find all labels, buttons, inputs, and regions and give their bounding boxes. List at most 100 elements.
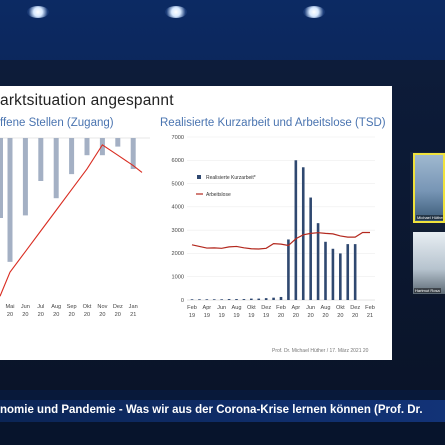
bar <box>324 241 327 300</box>
x-tick-label: Dez <box>350 305 360 311</box>
x-tick-label: 20 <box>68 312 74 318</box>
x-tick-label: 20 <box>84 312 90 318</box>
x-tick-label: Apr <box>202 305 211 311</box>
x-tick-label: 20 <box>22 312 28 318</box>
bar <box>235 299 238 300</box>
y-tick-label: 3000 <box>172 228 184 234</box>
x-tick-label: 20 <box>278 313 284 319</box>
x-tick-label: Nov <box>97 304 107 310</box>
x-tick-label: Dez <box>113 304 123 310</box>
x-tick-label: 20 <box>99 312 105 318</box>
x-tick-label: Okt <box>247 305 256 311</box>
x-tick-label: 20 <box>337 313 343 319</box>
y-tick-label: 0 <box>181 298 184 304</box>
bar <box>69 138 75 175</box>
legend-swatch <box>197 175 201 179</box>
legend-label: Arbeitslose <box>206 192 231 198</box>
x-tick-label: 20 <box>322 313 328 319</box>
bar <box>294 160 298 300</box>
right-chart: 70006000500040003000200010000Feb19Apr19J… <box>172 135 375 319</box>
bar <box>353 244 357 300</box>
bar <box>130 138 136 169</box>
x-tick-label: 21 <box>367 313 373 319</box>
x-tick-label: 20 <box>308 313 314 319</box>
bar <box>7 138 13 262</box>
x-tick-label: Mai <box>5 304 14 310</box>
x-tick-label: Sep <box>67 304 77 310</box>
y-tick-label: 2000 <box>172 251 184 257</box>
bar <box>242 299 246 300</box>
caption-bar <box>0 400 445 422</box>
x-tick-label: 19 <box>219 313 225 319</box>
x-tick-label: Jun <box>306 305 315 311</box>
x-tick-label: 19 <box>204 313 210 319</box>
bar <box>301 167 305 300</box>
series-line <box>191 231 370 250</box>
x-tick-label: Apr <box>291 305 300 311</box>
x-tick-label: Feb <box>276 305 286 311</box>
x-tick-label: Feb <box>187 305 197 311</box>
bar <box>287 239 290 300</box>
bar <box>115 138 121 147</box>
x-tick-label: 20 <box>38 312 44 318</box>
bar <box>84 138 90 156</box>
bar <box>339 253 342 300</box>
x-tick-label: 19 <box>248 313 254 319</box>
y-tick-label: 5000 <box>172 181 184 187</box>
bar <box>279 296 283 300</box>
legend-label: Realisierte Kurzarbeit* <box>206 175 256 181</box>
slide-footer: Prof. Dr. Michael Hüther / 17. März 2021… <box>272 348 369 354</box>
bar <box>272 297 275 300</box>
bar <box>212 299 216 300</box>
x-tick-label: Jan <box>129 304 138 310</box>
x-tick-label: Jul <box>37 304 44 310</box>
bar <box>53 138 59 199</box>
bar <box>220 299 223 300</box>
x-tick-label: 19 <box>189 313 195 319</box>
left-chart: Mai 20 Jun 20 Jul 20 Aug 20 Sep 20 Okt 20 Nov 20 Dez 20… <box>0 137 150 318</box>
bar <box>198 299 201 300</box>
x-tick-label: 19 <box>233 313 239 319</box>
bar <box>264 298 268 300</box>
participant-name: Hartmut Rosa <box>414 288 441 293</box>
x-tick-label: Dez <box>261 305 271 311</box>
x-tick-label: Aug <box>321 305 331 311</box>
bar <box>316 223 320 300</box>
x-tick-label: Aug <box>51 304 61 310</box>
x-tick-label: Jun <box>21 304 30 310</box>
right-chart-title: Realisierte Kurzarbeit und Arbeitslose (… <box>160 117 386 129</box>
bottom-strip <box>0 422 445 445</box>
x-tick-label: 20 <box>293 313 299 319</box>
ceiling-light <box>27 6 49 18</box>
series-line <box>0 144 143 297</box>
x-tick-label: Feb <box>365 305 375 311</box>
presentation-slide: arktsituation angespannt ffene Stellen (… <box>0 86 392 360</box>
y-tick-label: 1000 <box>172 275 184 281</box>
x-tick-label: 21 <box>130 312 136 318</box>
bar <box>205 299 209 300</box>
y-tick-label: 7000 <box>172 135 184 141</box>
bar <box>22 138 28 216</box>
x-tick-label: 20 <box>7 312 13 318</box>
x-tick-label: 20 <box>53 312 59 318</box>
bar <box>190 299 194 300</box>
x-tick-label: Okt <box>336 305 345 311</box>
participant-video-tile[interactable]: Michael Hüther <box>413 153 445 223</box>
participant-name: Michael Hüther <box>416 215 444 220</box>
x-tick-label: Aug <box>232 305 242 311</box>
bar <box>227 299 231 300</box>
bar <box>0 138 3 218</box>
x-tick-label: 20 <box>115 312 121 318</box>
event-caption: nomie und Pandemie - Was wir aus der Cor… <box>0 404 423 416</box>
ceiling-light <box>165 6 187 18</box>
y-tick-label: 6000 <box>172 158 184 164</box>
x-tick-label: 20 <box>352 313 358 319</box>
x-tick-label: Jun <box>217 305 226 311</box>
bar <box>257 298 261 300</box>
bar <box>309 197 312 300</box>
x-tick-label: Okt <box>83 304 92 310</box>
participant-video-tile[interactable]: Hartmut Rosa <box>413 232 445 294</box>
x-tick-label: 19 <box>263 313 269 319</box>
bar <box>38 138 44 181</box>
